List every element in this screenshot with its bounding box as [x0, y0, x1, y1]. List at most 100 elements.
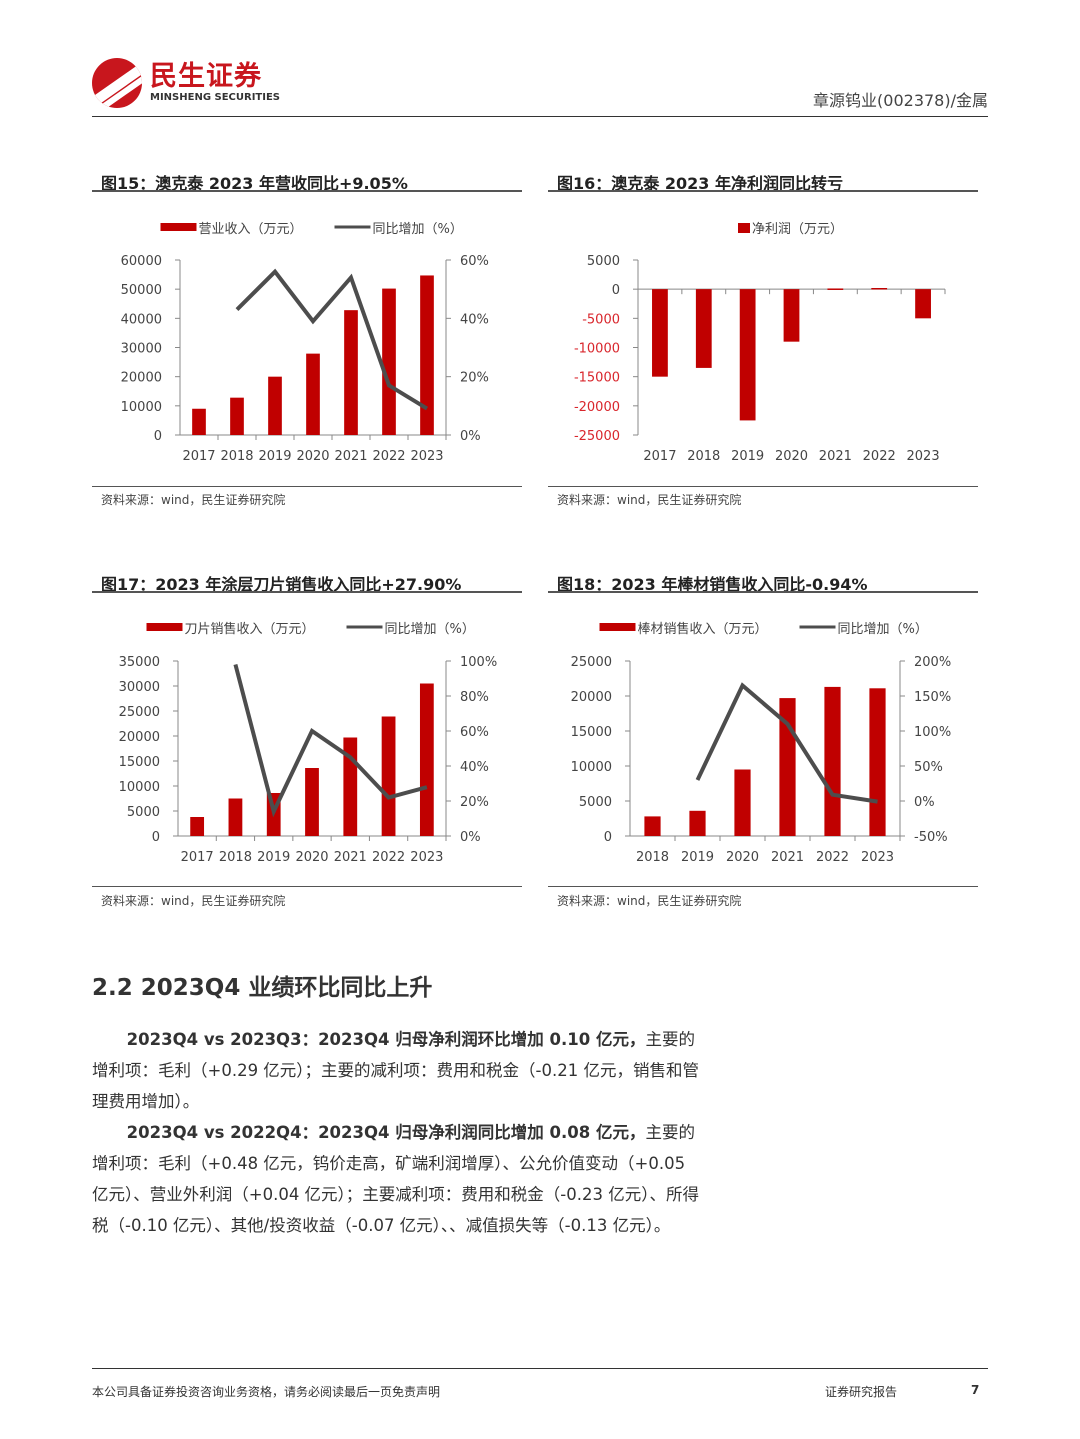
- y2-tick-label: 0%: [914, 795, 935, 810]
- figure-18-title: 图18：2023 年棒材销售收入同比-0.94%: [557, 575, 868, 594]
- y-tick-label: 60000: [121, 254, 162, 269]
- divider: [92, 591, 522, 593]
- x-tick-label: 2017: [182, 449, 215, 464]
- bar-2022: [824, 686, 841, 836]
- growth-line: [695, 682, 878, 804]
- growth-line: [235, 268, 429, 411]
- legend-label: 同比增加（%）: [385, 622, 475, 637]
- bar-2019: [739, 289, 756, 421]
- legend-swatch-bar: [146, 623, 183, 631]
- y2-tick-label: 100%: [460, 655, 497, 670]
- figure-17-source: 资料来源：wind，民生证券研究院: [101, 894, 286, 908]
- bar-2019: [268, 376, 282, 435]
- x-tick-label: 2018: [636, 850, 669, 865]
- divider: [92, 190, 522, 192]
- y2-tick-label: 60%: [460, 725, 489, 740]
- divider: [548, 591, 978, 593]
- header-divider: [92, 116, 988, 117]
- logo-en: MINSHENG SECURITIES: [150, 92, 280, 103]
- bar-2017: [190, 817, 205, 836]
- y2-tick-label: -50%: [914, 830, 948, 845]
- legend-item: 同比增加（%）: [334, 222, 463, 237]
- legend-item: 同比增加（%）: [799, 622, 928, 637]
- legend-label: 净利润（万元）: [752, 222, 843, 237]
- y-tick-label: 30000: [119, 680, 160, 695]
- y-tick-label: -25000: [574, 429, 620, 444]
- x-tick-label: 2023: [410, 850, 443, 865]
- y-tick-label: 0: [152, 830, 160, 845]
- x-tick-label: 2022: [372, 850, 405, 865]
- y-tick-label: 15000: [571, 725, 612, 740]
- x-tick-label: 2017: [643, 449, 676, 464]
- bar-2019: [689, 810, 706, 836]
- paragraph-yoy: 2023Q4 vs 2022Q4：2023Q4 归母净利润同比增加 0.08 亿…: [92, 1117, 702, 1241]
- divider: [548, 886, 978, 887]
- bar-2020: [306, 353, 320, 435]
- bar-2023: [419, 683, 434, 836]
- y-tick-label: 25000: [571, 655, 612, 670]
- paragraph-body: 主要的增利项：毛利（+0.48 亿元，钨价走高，矿端利润增厚）、公允价值变动（+…: [92, 1123, 699, 1235]
- y-tick-label: 10000: [119, 780, 160, 795]
- figure-15-chart: 0 10000 20000 30000 40000 50000 60000 2017 2018 2…: [121, 222, 489, 464]
- x-tick-label: 2022: [372, 449, 405, 464]
- y-tick-label: 0: [612, 283, 620, 298]
- y-tick-label: 0: [604, 830, 612, 845]
- figure-16-source: 资料来源：wind，民生证券研究院: [557, 493, 742, 507]
- bar-2021: [827, 288, 844, 290]
- stock-label: 章源钨业(002378)/金属: [813, 91, 988, 110]
- growth-line: [233, 663, 428, 818]
- bar-2023: [420, 275, 434, 435]
- y2-tick-label: 200%: [914, 655, 951, 670]
- x-tick-label: 2023: [907, 449, 940, 464]
- x-tick-label: 2022: [816, 850, 849, 865]
- y-tick-label: 35000: [119, 655, 160, 670]
- x-tick-label: 2020: [296, 449, 329, 464]
- x-tick-label: 2019: [681, 850, 714, 865]
- bar-2023: [915, 289, 931, 319]
- bar-2020: [305, 768, 319, 836]
- x-tick-label: 2020: [295, 850, 328, 865]
- y-tick-label: 25000: [119, 705, 160, 720]
- paragraph-qoq: 2023Q4 vs 2023Q3：2023Q4 归母净利润环比增加 0.10 亿…: [92, 1024, 702, 1117]
- x-tick-label: 2019: [257, 850, 290, 865]
- legend-label: 同比增加（%）: [838, 622, 928, 637]
- x-tick-label: 2020: [726, 850, 759, 865]
- x-tick-label: 2023: [410, 449, 443, 464]
- x-tick-label: 2018: [220, 449, 253, 464]
- x-tick-label: 2021: [334, 850, 367, 865]
- y2-tick-label: 20%: [460, 371, 489, 386]
- y-tick-label: -10000: [574, 342, 620, 357]
- legend-label: 棒材销售收入（万元）: [638, 621, 768, 637]
- y2-tick-label: 0%: [460, 830, 481, 845]
- y-tick-label: 20000: [571, 690, 612, 705]
- y2-tick-label: 60%: [460, 254, 489, 269]
- bar-2022: [871, 288, 888, 290]
- x-tick-label: 2019: [258, 449, 291, 464]
- x-tick-label: 2018: [687, 449, 720, 464]
- y-tick-label: 15000: [119, 755, 160, 770]
- y-tick-label: 5000: [579, 795, 612, 810]
- figure-16-chart: -25000 -20000 -15000 -10000 -5000 0 5000 2017 20…: [574, 222, 946, 464]
- y2-tick-label: 0%: [460, 429, 481, 444]
- bar-2018: [228, 798, 243, 836]
- y2-tick-label: 40%: [460, 760, 489, 775]
- x-tick-label: 2021: [819, 449, 852, 464]
- y-tick-label: 10000: [571, 760, 612, 775]
- bar-2021: [344, 310, 358, 435]
- figure-15-source: 资料来源：wind，民生证券研究院: [101, 493, 286, 507]
- y-tick-label: 0: [154, 429, 162, 444]
- legend-swatch-bar: [160, 223, 197, 231]
- bar-2018: [230, 397, 244, 435]
- y-tick-label: 50000: [121, 283, 162, 298]
- y2-tick-label: 50%: [914, 760, 943, 775]
- divider: [548, 486, 978, 487]
- y-tick-label: 30000: [121, 342, 162, 357]
- x-tick-label: 2021: [334, 449, 367, 464]
- figure-18-chart: 0 5000 10000 15000 20000 25000 2018 2019 2020 202…: [571, 621, 952, 865]
- bar-2020: [783, 289, 800, 342]
- y2-tick-label: 40%: [460, 312, 489, 327]
- bar-2017: [652, 289, 668, 377]
- bar-2018: [695, 289, 712, 368]
- bar-2022: [382, 288, 396, 435]
- footer-disclaimer: 本公司具备证券投资咨询业务资格，请务必阅读最后一页免责声明: [92, 1385, 441, 1399]
